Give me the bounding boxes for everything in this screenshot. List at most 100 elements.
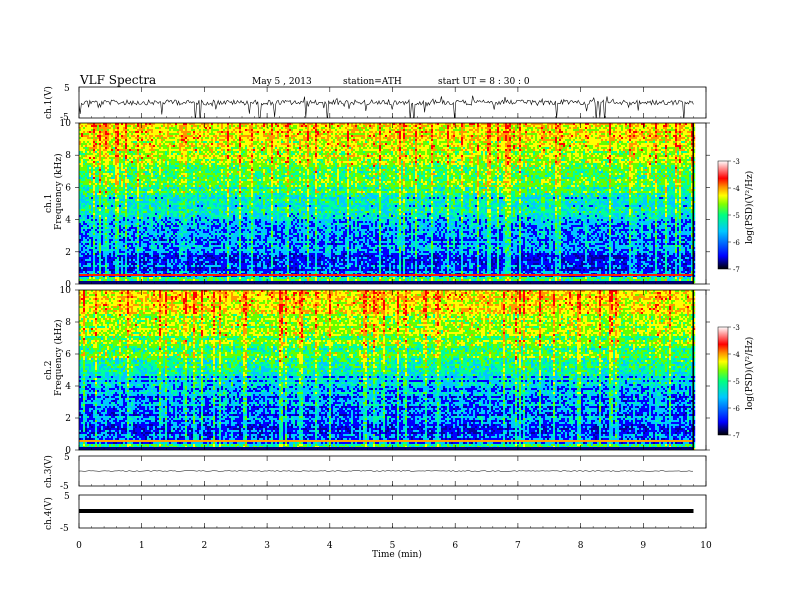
spectrogram-cell: [163, 137, 166, 140]
spectrogram-cell: [113, 231, 116, 234]
spectrogram-cell: [197, 265, 200, 268]
spectrogram-cell: [99, 153, 102, 156]
spectrogram-cell: [101, 277, 104, 280]
spectrogram-cell: [87, 255, 90, 258]
spectrogram-cell: [137, 165, 140, 168]
spectrogram-cell: [167, 181, 170, 184]
spectrogram-cell: [137, 213, 140, 216]
spectrogram-cell: [115, 143, 118, 146]
spectrogram-cell: [177, 155, 180, 158]
spectrogram-cell: [147, 151, 150, 154]
spectrogram-cell: [147, 271, 150, 274]
spectrogram-cell: [135, 255, 138, 258]
spectrogram-cell: [137, 259, 140, 262]
spectrogram-cell: [197, 201, 200, 204]
spectrogram-cell: [147, 217, 150, 220]
spectrogram-cell: [177, 219, 180, 222]
spectrogram-cell: [85, 275, 88, 278]
spectrogram-cell: [105, 263, 108, 266]
spectrogram-cell: [81, 231, 84, 234]
spectrogram-cell: [153, 267, 156, 270]
spectrogram-cell: [159, 149, 162, 152]
spectrogram-cell: [175, 259, 178, 262]
spectrogram-cell: [173, 245, 176, 248]
spectrogram-cell: [197, 145, 200, 148]
spectrogram-cell: [197, 123, 200, 126]
spectrogram-cell: [113, 257, 116, 260]
spectrogram-cell: [145, 129, 148, 132]
spectrogram-cell: [151, 231, 154, 234]
spectrogram-cell: [89, 163, 92, 166]
spectrogram-cell: [199, 173, 202, 176]
spectrogram-cell: [139, 177, 142, 180]
spectrogram-cell: [167, 197, 170, 200]
spectrogram-cell: [153, 177, 156, 180]
spectrogram-cell: [191, 261, 194, 264]
spectrogram-cell: [113, 267, 116, 270]
spectrogram-cell: [83, 135, 86, 138]
spectrogram-cell: [147, 275, 150, 278]
spectrogram-cell: [111, 127, 114, 130]
spectrogram-cell: [99, 231, 102, 234]
spectrogram-cell: [163, 149, 166, 152]
spectrogram-cell: [89, 217, 92, 220]
spectrogram-cell: [177, 221, 180, 224]
spectrogram-cell: [187, 275, 190, 278]
spectrogram-cell: [147, 187, 150, 190]
spectrogram-cell: [83, 219, 86, 222]
spectrogram-cell: [141, 149, 144, 152]
spectrogram-cell: [151, 269, 154, 272]
spectrogram-cell: [187, 171, 190, 174]
spectrogram-cell: [147, 155, 150, 158]
spectrogram-cell: [121, 211, 124, 214]
spectrogram-cell: [195, 165, 198, 168]
spectrogram-cell: [163, 263, 166, 266]
spectrogram-cell: [147, 267, 150, 270]
spectrogram-cell: [141, 161, 144, 164]
spectrogram-cell: [81, 195, 84, 198]
spectrogram-cell: [121, 247, 124, 250]
spectrogram-cell: [127, 181, 130, 184]
spectrogram-cell: [103, 211, 106, 214]
spectrogram-cell: [141, 261, 144, 264]
spectrogram-cell: [105, 233, 108, 236]
spectrogram-cell: [115, 247, 118, 250]
spectrogram-cell: [97, 153, 100, 156]
spectrogram-cell: [167, 145, 170, 148]
spectrogram-cell: [189, 229, 192, 232]
spectrogram-cell: [179, 185, 182, 188]
spectrogram-cell: [93, 155, 96, 158]
spectrogram-cell: [173, 233, 176, 236]
spectrogram-cell: [191, 195, 194, 198]
spectrogram-cell: [79, 243, 82, 246]
spectrogram-cell: [101, 211, 104, 214]
spectrogram-cell: [117, 219, 120, 222]
spectrogram-cell: [111, 167, 114, 170]
spectrogram-cell: [95, 243, 98, 246]
spectrogram-cell: [169, 173, 172, 176]
spectrogram-cell: [143, 193, 146, 196]
spectrogram-cell: [103, 255, 106, 258]
spectrogram-cell: [203, 127, 206, 130]
spectrogram-cell: [171, 127, 174, 130]
spectrogram-cell: [193, 197, 196, 200]
spectrogram-cell: [169, 165, 172, 168]
spectrogram-cell: [167, 239, 170, 242]
spectrogram-cell: [99, 141, 102, 144]
spectrogram-cell: [123, 271, 126, 274]
spectrogram-cell: [139, 187, 142, 190]
spectrogram-cell: [197, 131, 200, 134]
spectrogram-cell: [141, 147, 144, 150]
spectrogram-cell: [79, 221, 82, 224]
spectrogram-cell: [189, 243, 192, 246]
spectrogram-cell: [191, 217, 194, 220]
spectrogram-cell: [83, 149, 86, 152]
spectrogram-cell: [167, 255, 170, 258]
spectrogram-cell: [139, 239, 142, 242]
spectrogram-cell: [87, 137, 90, 140]
figure-title: VLF Spectra: [79, 73, 156, 87]
spectrogram-cell: [181, 251, 184, 254]
spectrogram-cell: [83, 169, 86, 172]
spectrogram-cell: [101, 215, 104, 218]
spectrogram-cell: [83, 157, 86, 160]
